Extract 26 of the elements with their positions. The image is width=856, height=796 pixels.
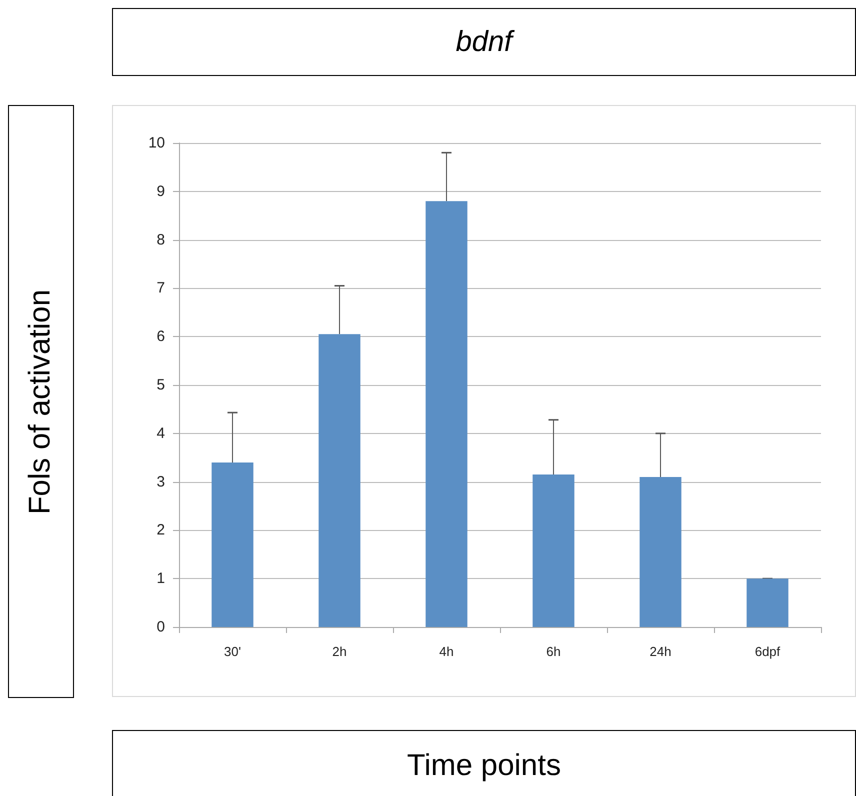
- bar: [426, 201, 468, 627]
- y-tick-label: 4: [156, 424, 165, 442]
- x-tick-label: 6h: [546, 644, 561, 659]
- y-tick-label: 2: [156, 522, 165, 539]
- bar: [318, 334, 360, 627]
- y-tick-label: 3: [156, 473, 165, 490]
- y-tick-label: 6: [156, 328, 165, 346]
- y-tick-label: 7: [156, 280, 165, 297]
- y-tick-label: 9: [156, 182, 165, 200]
- x-tick-label: 2h: [332, 644, 347, 659]
- x-tick-label: 30': [224, 644, 241, 659]
- chart-title: bdnf: [112, 8, 856, 76]
- y-tick-label: 8: [156, 231, 165, 248]
- x-tick-label: 6dpf: [754, 644, 781, 659]
- x-tick-label: 4h: [439, 644, 454, 659]
- bar: [746, 578, 788, 627]
- y-tick-label: 5: [156, 376, 165, 394]
- y-axis-title: Fols of activation: [24, 288, 58, 514]
- y-tick-label: 0: [156, 618, 165, 636]
- bar: [532, 474, 574, 627]
- y-tick-label: 1: [156, 570, 165, 588]
- bar: [212, 462, 254, 627]
- bar: [640, 476, 682, 627]
- x-tick-label: 24h: [650, 644, 672, 659]
- y-tick-label: 10: [148, 134, 165, 152]
- x-axis-title: Time points: [112, 730, 856, 796]
